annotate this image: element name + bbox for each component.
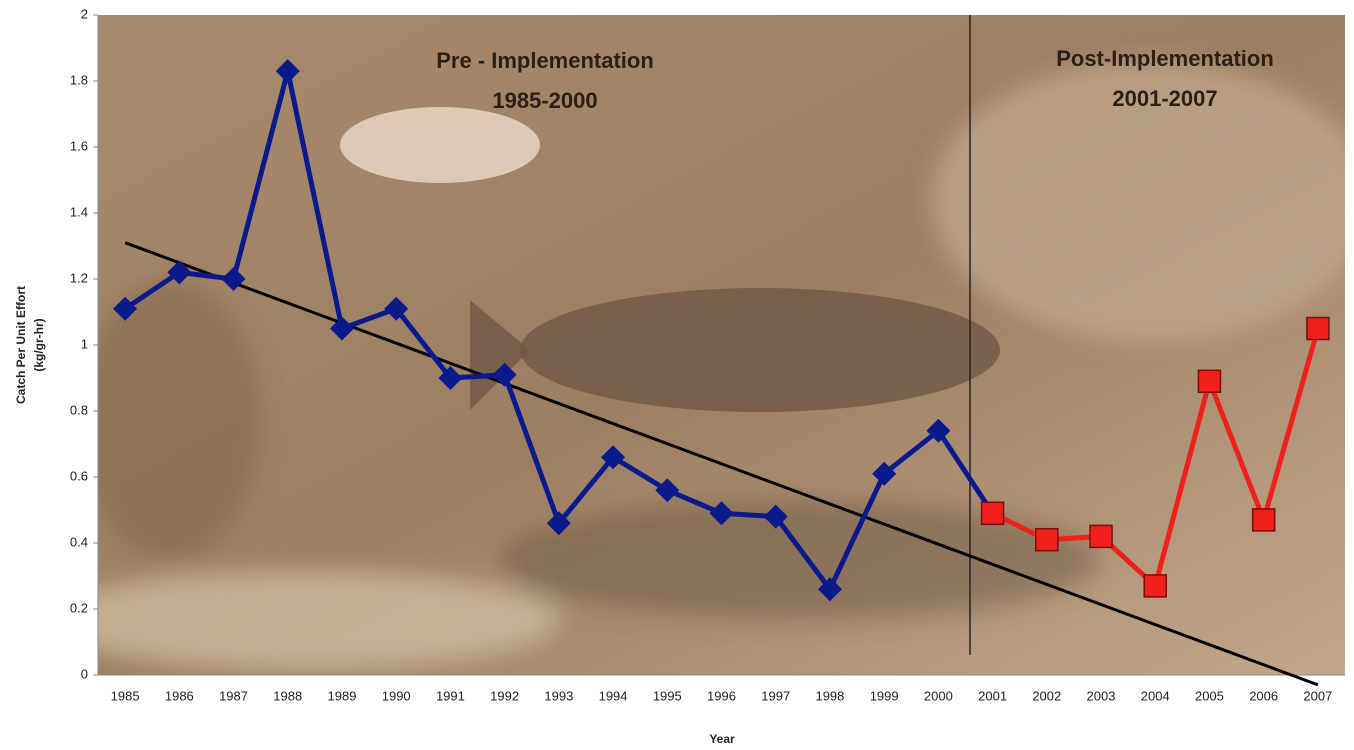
marker — [329, 316, 354, 341]
x-tick-label: 1995 — [653, 688, 682, 703]
marker — [1306, 316, 1330, 341]
marker — [817, 577, 842, 602]
y-tick-label: 2 — [81, 6, 88, 21]
x-tick-label: 1996 — [707, 688, 736, 703]
x-tick-label: 1986 — [165, 688, 194, 703]
marker — [275, 59, 300, 84]
y-tick-label: 1.4 — [70, 204, 88, 219]
y-tick-label: 1.6 — [70, 138, 88, 153]
marker — [167, 260, 192, 285]
marker — [1143, 574, 1167, 598]
x-tick-label: 2002 — [1032, 688, 1061, 703]
y-tick-label: 0.8 — [70, 402, 88, 417]
annotation: 1985-2000 — [492, 88, 597, 113]
y-tick-label: 0 — [81, 666, 88, 681]
background — [98, 15, 1345, 675]
x-tick-label: 1994 — [599, 688, 628, 703]
y-tick-label: 0.4 — [70, 534, 88, 549]
marker — [438, 366, 463, 390]
x-tick-label: 2000 — [924, 688, 953, 703]
x-tick-label: 1990 — [382, 688, 411, 703]
y-tick-label: 1 — [81, 336, 88, 351]
x-tick-label: 1998 — [815, 688, 844, 703]
y-tick-label: 1.8 — [70, 72, 88, 87]
x-tick-label: 1987 — [219, 688, 248, 703]
marker — [221, 267, 246, 291]
x-tick-label: 1989 — [328, 688, 357, 703]
x-tick-label: 1991 — [436, 688, 465, 703]
marker — [709, 501, 734, 526]
marker — [113, 296, 138, 321]
y-tick-label: 0.6 — [70, 468, 88, 483]
marker — [763, 504, 788, 529]
marker — [980, 501, 1005, 526]
x-tick-label: 2003 — [1087, 688, 1116, 703]
marker — [926, 418, 951, 443]
y-tick-label: 0.2 — [70, 600, 88, 615]
marker — [546, 511, 571, 536]
x-tick-label: 1997 — [761, 688, 790, 703]
marker — [655, 478, 680, 503]
marker — [1089, 524, 1113, 549]
x-tick-label: 1985 — [111, 688, 140, 703]
x-tick-label: 2005 — [1195, 688, 1224, 703]
x-tick-label: 1993 — [544, 688, 573, 703]
x-tick-label: 1999 — [870, 688, 899, 703]
x-tick-label: 1988 — [273, 688, 302, 703]
x-tick-label: 1992 — [490, 688, 519, 703]
x-tick-label: 2006 — [1249, 688, 1278, 703]
marker — [384, 296, 409, 321]
x-tick-label: 2007 — [1303, 688, 1332, 703]
x-tick-label: 2004 — [1141, 688, 1170, 703]
marker — [1035, 527, 1059, 552]
y-axis-label: Catch Per Unit Effort — [14, 286, 28, 404]
y-axis-label: (kg/gr-hr) — [32, 318, 46, 371]
marker — [1251, 508, 1276, 532]
trend-line — [124, 241, 1319, 687]
marker — [1197, 369, 1222, 394]
marker — [601, 445, 626, 470]
x-axis-label: Year — [709, 732, 735, 746]
annotation: Pre - Implementation — [436, 48, 654, 73]
y-tick-label: 1.2 — [70, 270, 88, 285]
marker — [492, 362, 517, 387]
marker — [872, 461, 897, 486]
annotation: 2001-2007 — [1112, 86, 1217, 111]
x-tick-label: 2001 — [978, 688, 1007, 703]
annotation: Post-Implementation — [1056, 46, 1274, 71]
